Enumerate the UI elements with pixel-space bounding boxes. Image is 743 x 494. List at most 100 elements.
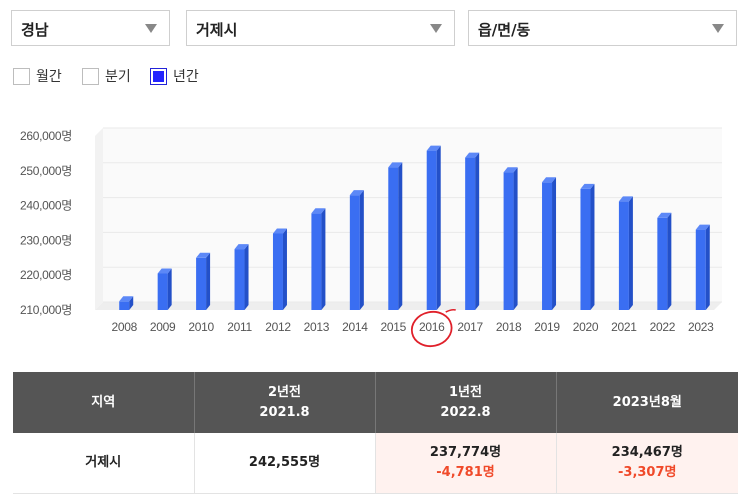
checkbox-icon[interactable] [82,67,99,85]
checkbox-icon[interactable] [13,67,30,85]
bar-side[interactable] [590,183,595,310]
x-tick-label: 2010 [188,320,214,334]
bar-front[interactable] [618,201,629,310]
bar-2008[interactable] [119,296,134,310]
bar-top[interactable] [618,196,633,202]
bar-top[interactable] [695,224,710,230]
bar-2023[interactable] [695,224,710,310]
bar-front[interactable] [542,182,553,310]
x-tick-label: 2014 [342,320,368,334]
x-tick-label: 2023 [688,320,714,334]
chevron-down-icon [712,24,724,33]
bar-2009[interactable] [157,268,172,310]
bar-front[interactable] [388,167,399,310]
bar-2020[interactable] [580,183,595,310]
bar-top[interactable] [157,268,172,274]
bar-front[interactable] [657,217,668,310]
x-tick-label: 2016 [419,320,445,334]
bar-top[interactable] [119,296,134,302]
bar-front[interactable] [311,213,322,310]
bar-2013[interactable] [311,208,326,310]
bar-side[interactable] [321,208,326,310]
change-value: -4,781명 [436,465,495,480]
bar-side[interactable] [705,224,710,310]
bar-top[interactable] [426,145,441,151]
bar-2022[interactable] [657,212,672,310]
bar-top[interactable] [503,167,518,173]
bar-2018[interactable] [503,167,518,310]
bar-front[interactable] [503,172,514,310]
chart-side-wall [95,128,103,310]
bar-top[interactable] [196,252,211,258]
bar-top[interactable] [272,228,287,234]
bar-side[interactable] [398,162,403,310]
bar-front[interactable] [695,229,706,310]
x-tick-label: 2020 [573,320,599,334]
table-cell-two-years-ago: 242,555명 [194,433,376,494]
bar-top[interactable] [580,183,595,189]
bar-2021[interactable] [618,196,633,310]
bar-side[interactable] [359,190,364,310]
x-tick-label: 2022 [650,320,676,334]
y-tick-label: 210,000명 [20,303,72,317]
chart-floor [95,302,722,310]
city-select[interactable]: 거제시 [186,10,455,46]
bar-2012[interactable] [272,228,287,310]
bar-side[interactable] [475,152,480,310]
bar-top[interactable] [542,177,557,183]
bar-front[interactable] [426,150,437,310]
bar-front[interactable] [272,233,283,310]
x-tick-label: 2015 [381,320,407,334]
bar-side[interactable] [628,196,633,310]
bar-2015[interactable] [388,162,403,310]
population-bar-chart: 210,000명 220,000명 230,000명 240,000명 250,000명… [20,127,722,348]
bar-2019[interactable] [542,177,557,310]
bar-side[interactable] [129,296,134,310]
bar-front[interactable] [234,249,245,310]
district-select[interactable]: 읍/면/동 [468,10,737,46]
table-header-region: 지역 [13,372,195,433]
chart-bars[interactable] [119,145,710,310]
period-quarterly-checkbox[interactable]: 분기 [82,66,131,86]
checkbox-checked-icon[interactable] [150,67,167,85]
bar-side[interactable] [206,252,211,310]
period-yearly-checkbox[interactable]: 년간 [150,66,199,86]
bar-side[interactable] [244,244,249,310]
bar-side[interactable] [436,145,441,310]
bar-front[interactable] [196,257,207,310]
bar-top[interactable] [657,212,672,218]
bar-front[interactable] [119,301,130,310]
x-axis-ticks: 2008 2009 2010 2011 2012 2013 2014 2015 2016 2017… [111,320,714,334]
period-monthly-checkbox[interactable]: 월간 [13,66,62,86]
chevron-down-icon [430,24,442,33]
table-cell-one-year-ago: 237,774명 -4,781명 [375,433,557,494]
x-tick-label: 2018 [496,320,522,334]
bar-front[interactable] [465,157,476,310]
bar-2014[interactable] [349,190,364,310]
province-select[interactable]: 경남 [11,10,170,46]
bar-top[interactable] [465,152,480,158]
bar-top[interactable] [311,208,326,214]
bar-front[interactable] [580,188,591,310]
bar-front[interactable] [157,273,168,310]
table-header-two-years-ago: 2년전 2021.8 [194,372,376,433]
bar-side[interactable] [552,177,557,310]
y-tick-label: 230,000명 [20,233,72,247]
bar-side[interactable] [282,228,287,310]
bar-top[interactable] [234,244,249,250]
bar-2016[interactable] [426,145,441,310]
province-select-value: 경남 [21,21,49,39]
bar-top[interactable] [388,162,403,168]
bar-top[interactable] [349,190,364,196]
chevron-down-icon [145,24,157,33]
x-tick-label: 2017 [457,320,483,334]
bar-side[interactable] [667,212,672,310]
bar-2010[interactable] [196,252,211,310]
y-tick-label: 250,000명 [20,164,72,178]
bar-side[interactable] [513,167,518,310]
bar-2017[interactable] [465,152,480,310]
bar-2011[interactable] [234,244,249,310]
bar-side[interactable] [167,268,172,310]
table-header-one-year-ago: 1년전 2022.8 [375,372,557,433]
bar-front[interactable] [349,195,360,310]
